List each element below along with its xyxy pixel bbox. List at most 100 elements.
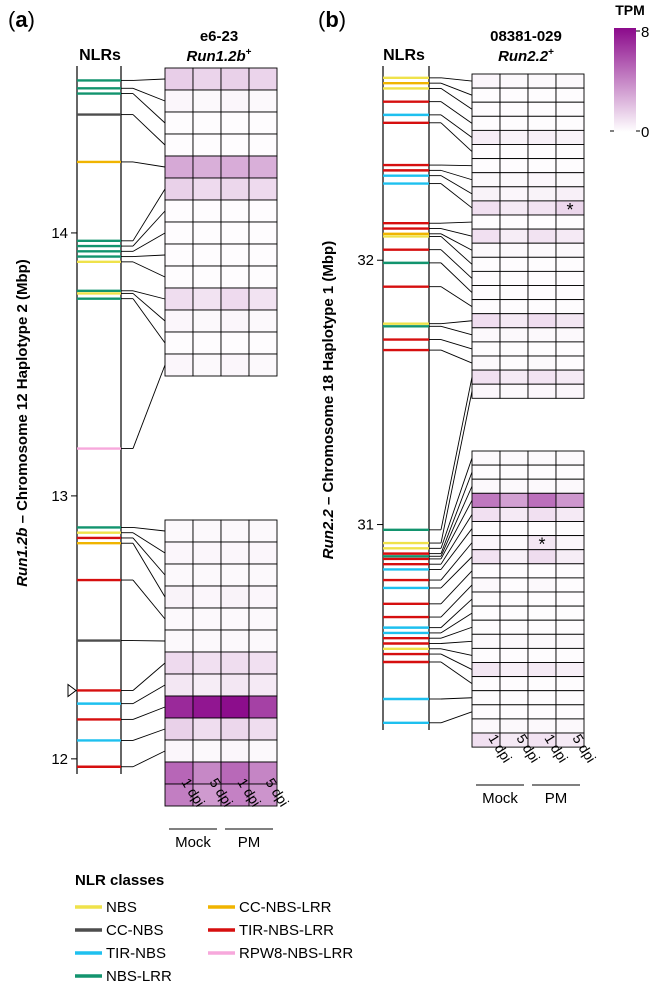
heatmap-cell <box>528 677 556 691</box>
heatmap-cell <box>472 187 500 201</box>
heatmap-cell <box>472 648 500 662</box>
heatmap-cell <box>472 257 500 271</box>
y-tick-label: 32 <box>357 252 374 269</box>
heatmap-cell <box>193 674 221 696</box>
heatmap-cell <box>500 691 528 705</box>
heatmap-cell <box>528 356 556 370</box>
heatmap-cell <box>472 215 500 229</box>
heatmap-cell <box>556 271 584 285</box>
heatmap-cell <box>193 68 221 90</box>
heatmap-cell <box>556 648 584 662</box>
heatmap-cell <box>165 718 193 740</box>
connector-line <box>133 262 165 277</box>
heatmap-cell <box>193 630 221 652</box>
heatmap-cell <box>528 691 556 705</box>
heatmap-cell <box>221 354 249 376</box>
heatmap-cell <box>556 187 584 201</box>
heatmap-cell <box>528 507 556 521</box>
heatmap-cell <box>249 674 277 696</box>
heatmap-cell <box>221 68 249 90</box>
heatmap-cell <box>221 222 249 244</box>
connector-line <box>441 165 472 166</box>
heatmap-cell <box>500 229 528 243</box>
connector-line <box>133 88 165 101</box>
heatmap-cell <box>165 354 193 376</box>
heatmap-cell <box>221 134 249 156</box>
heatmap-cell <box>500 257 528 271</box>
heatmap-cell <box>221 718 249 740</box>
heatmap-cell <box>500 620 528 634</box>
panel-b-track-label: NLRs <box>383 47 425 64</box>
heatmap-cell <box>472 705 500 719</box>
heatmap-cell <box>472 719 500 733</box>
heatmap-cell <box>165 608 193 630</box>
heatmap-cell <box>249 542 277 564</box>
heatmap-cell <box>500 88 528 102</box>
heatmap-cell <box>500 479 528 493</box>
heatmap-cell <box>221 564 249 586</box>
connector-line <box>133 685 165 704</box>
heatmap-cell <box>165 222 193 244</box>
heatmap-cell <box>472 116 500 130</box>
heatmap-cell <box>472 201 500 215</box>
heatmap-cell <box>528 451 556 465</box>
heatmap-cell <box>472 145 500 159</box>
heatmap-cell <box>165 652 193 674</box>
heatmap-cell <box>193 200 221 222</box>
heatmap-cell <box>556 522 584 536</box>
heatmap-cell <box>556 507 584 521</box>
y-tick-label: 12 <box>51 751 68 768</box>
connector-line <box>441 649 472 656</box>
heatmap-cell <box>500 606 528 620</box>
heatmap-cell <box>472 550 500 564</box>
heatmap-cell <box>165 586 193 608</box>
colorbar-title: TPM <box>615 2 645 18</box>
heatmap-cell <box>528 130 556 144</box>
heatmap-cell <box>193 718 221 740</box>
panel-a-ylabel: Run1.2b – Chromosome 12 Haplotype 2 (Mbp… <box>14 259 31 587</box>
heatmap-cell <box>221 630 249 652</box>
connector-line <box>441 222 472 223</box>
heatmap-cell <box>472 314 500 328</box>
heatmap-cell <box>556 116 584 130</box>
heatmap-cell <box>472 356 500 370</box>
heatmap-cell <box>500 677 528 691</box>
heatmap-cell <box>500 74 528 88</box>
heatmap-cell <box>500 493 528 507</box>
heatmap-cell <box>556 536 584 550</box>
heatmap-cell <box>221 520 249 542</box>
heatmap-cell <box>528 634 556 648</box>
heatmap-cell <box>472 271 500 285</box>
panel-b-title-line1: 08381-029 <box>490 28 562 45</box>
colorbar-max-label: 8 <box>641 24 649 41</box>
colorbar-gradient <box>614 28 636 132</box>
heatmap-cell <box>193 244 221 266</box>
heatmap-cell <box>472 493 500 507</box>
heatmap-cell <box>500 145 528 159</box>
connector-line <box>133 580 165 619</box>
heatmap-cell <box>556 691 584 705</box>
connector-line <box>441 585 472 617</box>
heatmap-cell <box>500 550 528 564</box>
heatmap-cell <box>556 578 584 592</box>
heatmap-cell <box>556 286 584 300</box>
y-tick-label: 14 <box>51 225 68 242</box>
heatmap-cell <box>165 288 193 310</box>
tpm-colorbar: TPM 8 0 <box>610 2 649 141</box>
heatmap-cell <box>556 328 584 342</box>
heatmap-cell <box>528 159 556 173</box>
heatmap-cell <box>500 522 528 536</box>
heatmap-cell <box>500 187 528 201</box>
heatmap-cell <box>556 493 584 507</box>
heatmap-cell <box>165 244 193 266</box>
heatmap-cell <box>472 606 500 620</box>
heatmap-cell <box>472 384 500 398</box>
colorbar-min-label: 0 <box>641 124 649 141</box>
heatmap-cell <box>528 342 556 356</box>
heatmap-cell <box>193 178 221 200</box>
heatmap-cell <box>500 159 528 173</box>
significance-star: * <box>566 200 573 220</box>
heatmap-cell <box>472 342 500 356</box>
